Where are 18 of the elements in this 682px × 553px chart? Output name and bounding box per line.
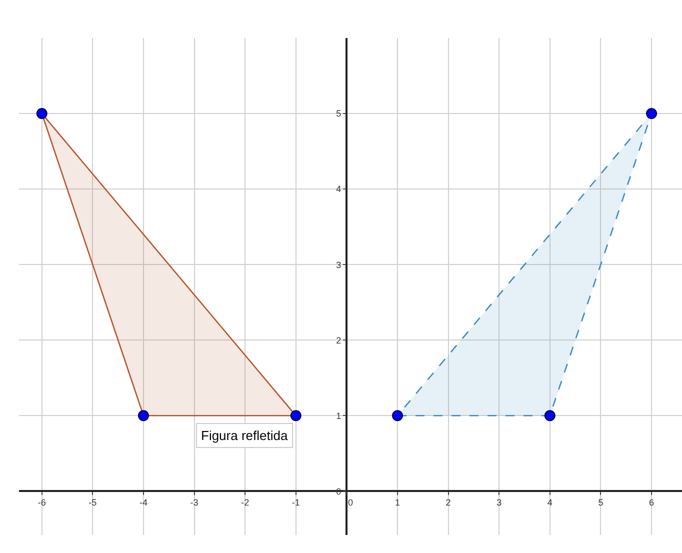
x-tick-label: 3 xyxy=(496,498,502,508)
y-tick-label: 4 xyxy=(336,184,342,194)
y-tick-label: 1 xyxy=(336,410,342,421)
x-tick-label: -5 xyxy=(88,498,97,508)
y-tick-label: 5 xyxy=(336,108,342,119)
x-tick-label: -2 xyxy=(241,498,250,508)
y-tick-label: 3 xyxy=(336,260,342,270)
x-tick-label: -4 xyxy=(139,498,148,508)
x-tick-label: 1 xyxy=(394,498,400,508)
x-tick-label: 6 xyxy=(649,498,654,508)
annotation: Figura refletida xyxy=(201,428,288,443)
x-tick-label: 2 xyxy=(446,498,451,508)
x-tick-label: 4 xyxy=(547,498,552,508)
x-tick-label: -1 xyxy=(292,498,300,508)
y-tick-label: 2 xyxy=(336,335,342,346)
x-tick-label: 5 xyxy=(598,498,604,508)
x-tick-label: -6 xyxy=(38,498,46,508)
x-tick-label: -3 xyxy=(190,498,198,508)
